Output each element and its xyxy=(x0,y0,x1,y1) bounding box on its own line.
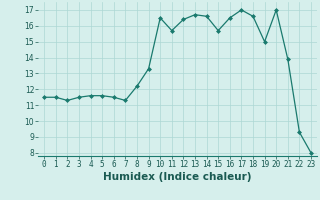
X-axis label: Humidex (Indice chaleur): Humidex (Indice chaleur) xyxy=(103,172,252,182)
